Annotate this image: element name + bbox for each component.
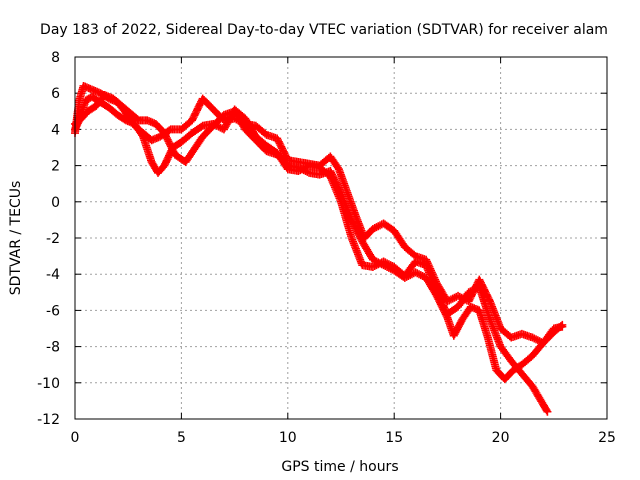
y-tick-label: -6	[46, 303, 60, 319]
data-point	[528, 333, 537, 342]
data-point	[211, 120, 220, 129]
data-point	[418, 272, 427, 281]
data-point	[532, 335, 541, 344]
data-point	[450, 293, 459, 302]
data-point	[212, 121, 221, 130]
data-point	[413, 269, 422, 278]
data-point	[370, 262, 379, 271]
data-point	[466, 287, 475, 296]
data-point	[543, 407, 552, 416]
y-tick-label: 2	[51, 159, 60, 175]
y-tick-label: -12	[37, 412, 60, 428]
y-tick-label: -4	[46, 267, 60, 283]
data-point	[374, 260, 383, 269]
chart-title: Day 183 of 2022, Sidereal Day-to-day VTE…	[40, 22, 608, 38]
data-point	[464, 288, 473, 297]
data-point	[297, 165, 306, 174]
data-point	[411, 268, 420, 277]
x-tick-label: 10	[279, 430, 297, 446]
data-point	[530, 334, 539, 343]
data-point	[368, 262, 377, 271]
data-point	[416, 271, 425, 280]
plot-frame	[74, 56, 608, 420]
data-point	[383, 259, 392, 268]
series-track-c	[71, 92, 552, 416]
x-tick-label: 20	[492, 430, 510, 446]
x-tick-label: 25	[598, 430, 616, 446]
data-point	[470, 285, 478, 294]
data-point	[368, 224, 377, 233]
data-point	[445, 296, 454, 305]
data-marks	[71, 81, 567, 416]
y-tick-label: -10	[37, 376, 60, 392]
data-point	[454, 291, 463, 300]
x-tick-label: 0	[71, 430, 80, 446]
data-point	[379, 257, 388, 266]
data-point	[214, 122, 223, 131]
y-tick-label: -8	[46, 340, 60, 356]
data-point	[448, 294, 457, 303]
data-point	[446, 295, 455, 304]
data-point	[415, 270, 424, 279]
data-point	[296, 166, 305, 175]
data-point	[542, 406, 551, 415]
y-tick-label: 4	[51, 122, 60, 138]
data-point	[209, 119, 218, 128]
y-tick-label: 6	[51, 86, 60, 102]
y-tick-label: -2	[46, 231, 60, 247]
data-point	[370, 224, 379, 233]
data-point	[372, 223, 381, 232]
data-point	[372, 261, 381, 270]
data-point	[384, 260, 393, 269]
data-point	[468, 286, 477, 295]
data-point	[294, 167, 303, 176]
data-point	[376, 259, 385, 268]
data-point	[374, 222, 383, 231]
data-point	[381, 258, 390, 267]
data-point	[386, 261, 395, 270]
data-point	[533, 336, 542, 345]
y-tick-label: 8	[51, 50, 60, 66]
x-tick-label: 5	[177, 430, 186, 446]
data-point	[368, 255, 377, 264]
data-point	[558, 322, 567, 331]
y-axis-label: SDTVAR / TECUs	[8, 181, 24, 296]
data-point	[301, 163, 310, 172]
x-tick-label: 15	[385, 430, 403, 446]
x-axis-label: GPS time / hours	[281, 459, 398, 475]
y-tick-label: 0	[51, 195, 60, 211]
data-point	[299, 164, 308, 173]
